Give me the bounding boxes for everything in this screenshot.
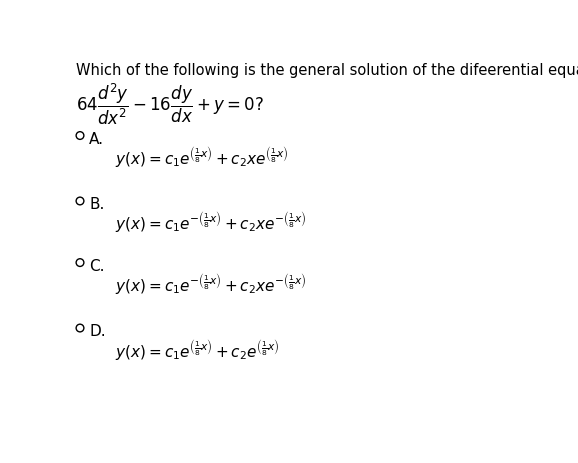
Text: $y(x) = c_1e^{-\left(\frac{1}{8}x\right)}+c_2xe^{-\left(\frac{1}{8}x\right)}$: $y(x) = c_1e^{-\left(\frac{1}{8}x\right)… [115, 272, 306, 296]
Text: $y(x) = c_1e^{\left(\frac{1}{8}x\right)}+c_2e^{\left(\frac{1}{8}x\right)}$: $y(x) = c_1e^{\left(\frac{1}{8}x\right)}… [115, 338, 279, 362]
Text: A.: A. [89, 131, 104, 147]
Text: Which of the following is the general solution of the difeerential equation: Which of the following is the general so… [76, 63, 578, 77]
Text: B.: B. [89, 197, 105, 212]
Text: $y(x) = c_1e^{-\left(\frac{1}{8}x\right)}+c_2xe^{-\left(\frac{1}{8}x\right)}$: $y(x) = c_1e^{-\left(\frac{1}{8}x\right)… [115, 211, 306, 235]
Text: D.: D. [89, 324, 106, 338]
Text: $y(x) = c_1e^{\left(\frac{1}{8}x\right)}+c_2xe^{\left(\frac{1}{8}x\right)}$: $y(x) = c_1e^{\left(\frac{1}{8}x\right)}… [115, 145, 288, 169]
Text: $64\dfrac{d^2y}{dx^2} - 16\dfrac{dy}{dx} + y = 0?$: $64\dfrac{d^2y}{dx^2} - 16\dfrac{dy}{dx}… [76, 81, 264, 127]
Text: C.: C. [89, 258, 105, 273]
